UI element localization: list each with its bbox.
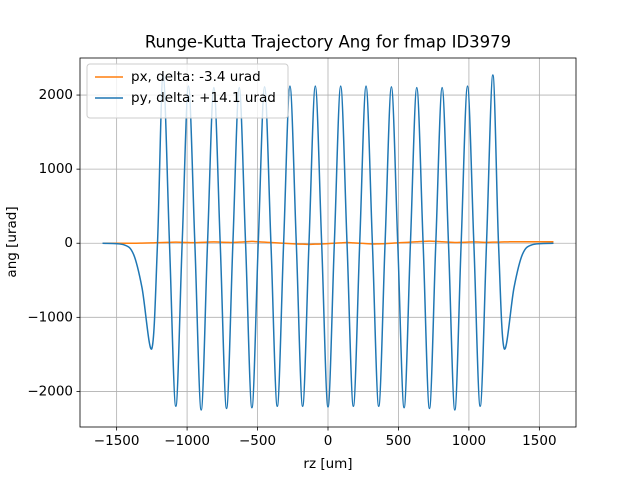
- legend-box: [86, 63, 289, 119]
- y-tick-label: −1000: [27, 309, 73, 325]
- y-tick-label: 2000: [39, 87, 73, 103]
- legend: px, delta: -3.4 urad py, delta: +14.1 ura…: [86, 63, 289, 119]
- x-tick-label: −1500: [94, 433, 140, 449]
- series-line: [102, 74, 554, 411]
- y-tick-label: 0: [64, 235, 73, 251]
- y-tick-label: 1000: [39, 161, 73, 177]
- x-tick-label: 1000: [452, 433, 486, 449]
- x-tick-label: 0: [324, 433, 333, 449]
- x-tick-label: −500: [239, 433, 276, 449]
- x-tick-label: −1000: [164, 433, 210, 449]
- series-line: [102, 240, 554, 246]
- x-axis-label: rz [um]: [303, 456, 352, 472]
- y-tick-label: −2000: [27, 383, 73, 399]
- legend-label: px, delta: -3.4 urad: [131, 69, 261, 85]
- chart-title: Runge-Kutta Trajectory Ang for fmap ID39…: [145, 33, 511, 52]
- x-tick-label: 1500: [522, 433, 556, 449]
- x-tick-label: 500: [386, 433, 412, 449]
- y-axis-label: ang [urad]: [4, 206, 20, 277]
- legend-label: py, delta: +14.1 urad: [131, 90, 276, 106]
- plot-area: [102, 74, 554, 411]
